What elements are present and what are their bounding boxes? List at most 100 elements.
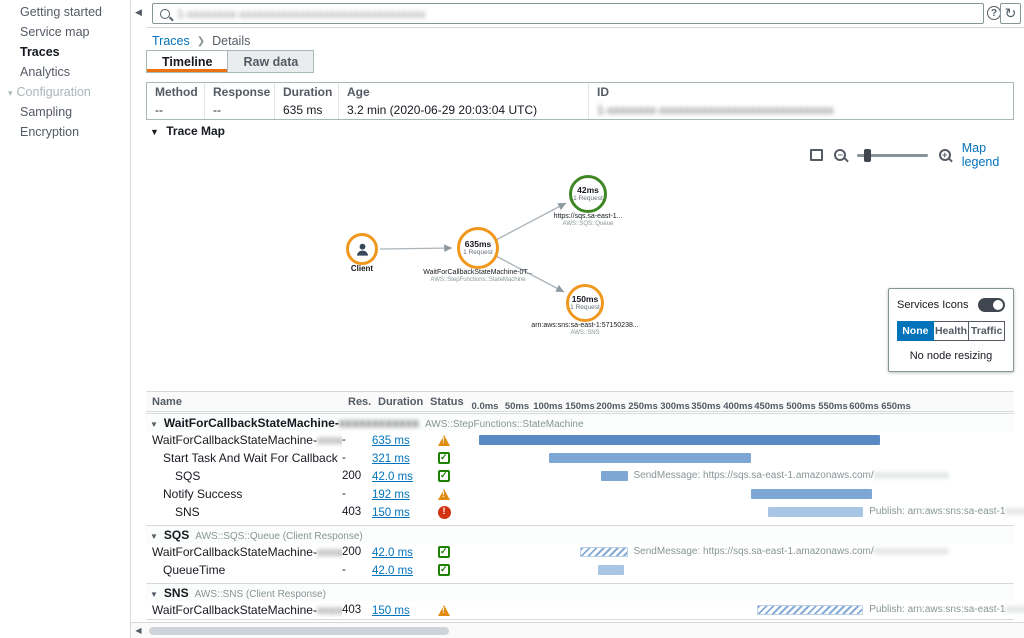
- map-node-client[interactable]: Client: [346, 233, 378, 273]
- map-zoom-slider[interactable]: [857, 148, 928, 162]
- slider-handle[interactable]: [864, 148, 872, 162]
- axis-tick: 300ms: [660, 401, 690, 412]
- timeline-bar[interactable]: [479, 435, 881, 445]
- summary-header-id: ID: [597, 85, 609, 99]
- axis-tick: 650ms: [881, 401, 911, 412]
- table-row[interactable]: WaitForCallbackStateMachine-xxxxxxxxxxxx…: [146, 543, 1014, 561]
- timeline-bar[interactable]: [597, 565, 625, 575]
- axis-tick: 0.0ms: [471, 401, 499, 412]
- node-requests: 1 Request: [573, 194, 603, 202]
- group-header-sns[interactable]: ▼ SNS AWS::SNS (Client Response): [146, 583, 1014, 601]
- map-node-sqs-queue[interactable]: 42ms 1 Request https://sqs.sa-east-1... …: [554, 175, 622, 227]
- response-code: 200: [342, 546, 362, 558]
- group-header-statemachine[interactable]: ▼ WaitForCallbackStateMachine-xxxxxxxxxx…: [146, 413, 1014, 431]
- summary-response: --: [205, 101, 275, 119]
- map-node-statemachine[interactable]: 635ms 1 Request WaitForCallbackStateMach…: [423, 227, 533, 283]
- duration-link[interactable]: 42.0 ms: [372, 547, 413, 559]
- timeline-track: [464, 561, 1014, 579]
- column-header-name: Name: [152, 396, 182, 408]
- node-requests: 1 Request: [463, 248, 493, 256]
- table-row[interactable]: WaitForCallbackStateMachine-xxxxxxxxxxxx…: [146, 431, 1014, 449]
- trace-search-input[interactable]: 1-xxxxxxxx-xxxxxxxxxxxxxxxxxxxxxxxxxxxxx…: [152, 3, 984, 24]
- ok-icon: [438, 452, 450, 464]
- bar-label: SendMessage: https://sqs.sa-east-1.amazo…: [633, 470, 949, 481]
- ok-icon: [438, 564, 450, 576]
- tab-raw-data[interactable]: Raw data: [228, 50, 315, 73]
- warning-icon: [438, 604, 450, 616]
- node-mode-buttons: None Health Traffic: [897, 321, 1006, 341]
- time-axis: 0.0ms 50ms 100ms 150ms 200ms 250ms 300ms…: [470, 396, 1014, 412]
- sidebar: Getting started Service map Traces Analy…: [0, 0, 131, 638]
- caret-down-icon: ▼: [150, 532, 158, 541]
- timeline-bar[interactable]: [600, 471, 628, 481]
- sidebar-item-getting-started[interactable]: Getting started: [20, 5, 102, 19]
- duration-link[interactable]: 42.0 ms: [372, 471, 413, 483]
- segment-name: SNS: [175, 505, 200, 519]
- table-row[interactable]: QueueTime - 42.0 ms: [146, 561, 1014, 579]
- segment-name: QueueTime: [163, 563, 226, 577]
- horizontal-scrollbar[interactable]: ◀: [131, 622, 1024, 638]
- timeline-bar[interactable]: [750, 489, 873, 499]
- table-row[interactable]: SNS 403 150 ms Publish: arn:aws:sns:sa-e…: [146, 503, 1024, 521]
- sidebar-item-configuration[interactable]: ▾ Configuration: [8, 85, 91, 99]
- response-code: 403: [342, 604, 362, 616]
- ok-icon: [438, 470, 450, 482]
- sidebar-item-sampling[interactable]: Sampling: [20, 105, 73, 119]
- sidebar-item-traces[interactable]: Traces: [20, 45, 60, 59]
- fullscreen-icon[interactable]: [810, 149, 824, 161]
- table-row[interactable]: Start Task And Wait For Callback - 321 m…: [146, 449, 1014, 467]
- timeline-bar[interactable]: [768, 507, 864, 517]
- group-header-sqs[interactable]: ▼ SQS AWS::SQS::Queue (Client Response): [146, 525, 1014, 543]
- duration-link[interactable]: 150 ms: [372, 605, 410, 617]
- node-resizing-note: No node resizing: [909, 350, 993, 362]
- table-row[interactable]: WaitForCallbackStateMachine-xxxxxxxxxxxx…: [146, 601, 1024, 619]
- timeline-bar[interactable]: [548, 453, 752, 463]
- mode-button-none[interactable]: None: [897, 321, 934, 341]
- mode-button-traffic[interactable]: Traffic: [969, 321, 1006, 341]
- axis-tick: 500ms: [786, 401, 816, 412]
- map-controls: − + Map legend i: [810, 141, 1024, 169]
- scrollbar-thumb[interactable]: [149, 626, 449, 635]
- table-row[interactable]: SQS 200 42.0 ms SendMessage: https://sqs…: [146, 467, 1014, 485]
- sidebar-item-service-map[interactable]: Service map: [20, 25, 90, 39]
- duration-link[interactable]: 192 ms: [372, 489, 410, 501]
- sidebar-collapse-button[interactable]: ◀: [135, 7, 142, 17]
- refresh-button[interactable]: ↻: [1000, 3, 1021, 24]
- timeline-bar[interactable]: [757, 605, 864, 615]
- bar-label: Publish: arn:aws:sns:sa-east-1xxxxxxxx: [869, 506, 1024, 517]
- zoom-in-icon[interactable]: +: [938, 149, 951, 161]
- axis-tick: 600ms: [849, 401, 879, 412]
- duration-link[interactable]: 150 ms: [372, 507, 410, 519]
- trace-summary-table: Method Response Duration Age ID -- -- 63…: [146, 82, 1014, 120]
- scroll-left-icon[interactable]: ◀: [135, 626, 142, 635]
- map-legend-link[interactable]: Map legend: [961, 141, 1000, 169]
- sidebar-collapse-strip: ◀: [131, 0, 146, 638]
- zoom-out-icon[interactable]: −: [834, 149, 847, 161]
- segment-group: ▼ SQS AWS::SQS::Queue (Client Response) …: [146, 525, 1014, 579]
- axis-tick: 550ms: [818, 401, 848, 412]
- services-icons-toggle[interactable]: [978, 298, 1005, 312]
- timeline-track: Publish: arn:aws:sns:sa-east-1xxxxxxxx: [464, 601, 1024, 619]
- mode-button-health[interactable]: Health: [933, 321, 970, 341]
- sidebar-item-encryption[interactable]: Encryption: [20, 125, 80, 139]
- axis-tick: 150ms: [565, 401, 595, 412]
- column-header-status: Status: [430, 396, 464, 408]
- summary-duration: 635 ms: [275, 101, 339, 119]
- map-node-sns[interactable]: 150ms 1 Request arn:aws:sns:sa-east-1:57…: [531, 284, 639, 336]
- summary-header-duration: Duration: [275, 83, 339, 101]
- segment-name: Start Task And Wait For Callback: [163, 451, 338, 465]
- trace-map-section-toggle[interactable]: ▼ Trace Map: [150, 124, 225, 138]
- duration-link[interactable]: 321 ms: [372, 453, 410, 465]
- sidebar-item-analytics[interactable]: Analytics: [20, 65, 71, 79]
- caret-down-icon: ▼: [150, 590, 158, 599]
- tab-timeline[interactable]: Timeline: [146, 50, 229, 73]
- timeline-track: Publish: arn:aws:sns:sa-east-1xxxxxxxx: [464, 503, 1024, 521]
- duration-link[interactable]: 42.0 ms: [372, 565, 413, 577]
- timeline-bar[interactable]: [580, 547, 628, 557]
- timeline-track: SendMessage: https://sqs.sa-east-1.amazo…: [464, 543, 1014, 561]
- duration-link[interactable]: 635 ms: [372, 435, 410, 447]
- help-icon[interactable]: ?: [987, 6, 1001, 20]
- breadcrumb-traces-link[interactable]: Traces: [152, 34, 190, 48]
- table-row[interactable]: Notify Success - 192 ms: [146, 485, 1014, 503]
- summary-method: --: [147, 101, 205, 119]
